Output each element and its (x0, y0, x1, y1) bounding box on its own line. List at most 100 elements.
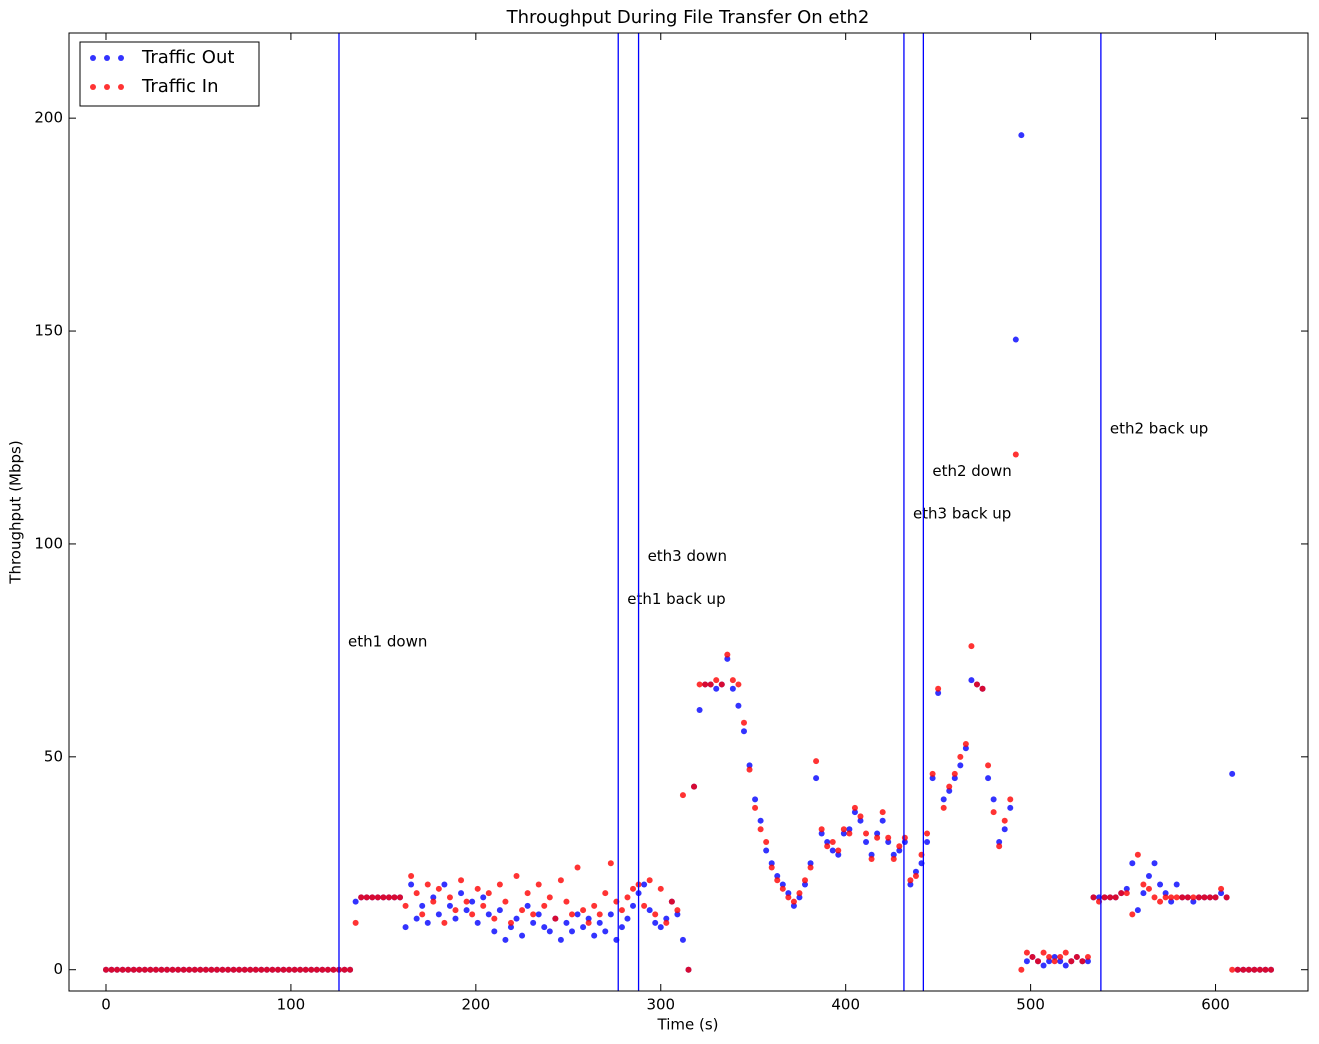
point (180, 966, 187, 973)
point (424, 881, 431, 888)
legend-marker (118, 55, 124, 61)
point (591, 932, 598, 939)
point (552, 915, 559, 922)
point (1190, 894, 1197, 901)
point (840, 826, 847, 833)
point (274, 966, 281, 973)
point (979, 685, 986, 692)
point (779, 881, 786, 888)
point (441, 919, 448, 926)
point (618, 924, 625, 931)
point (202, 966, 209, 973)
point (657, 885, 664, 892)
point (213, 966, 220, 973)
point (1012, 451, 1019, 458)
point (1234, 966, 1241, 973)
point (940, 804, 947, 811)
point (1046, 953, 1053, 960)
point (197, 966, 204, 973)
y-tick-label: 0 (53, 960, 63, 978)
point (108, 966, 115, 973)
point (1201, 894, 1208, 901)
point (319, 966, 326, 973)
y-axis-label: Throughput (Mbps) (7, 440, 25, 584)
point (502, 898, 509, 905)
point (1123, 885, 1130, 892)
point (1173, 894, 1180, 901)
point (125, 966, 132, 973)
legend-marker (90, 84, 96, 90)
point (352, 919, 359, 926)
point (824, 843, 831, 850)
point (818, 826, 825, 833)
point (541, 902, 548, 909)
point (752, 796, 759, 803)
point (519, 932, 526, 939)
point (1145, 885, 1152, 892)
point (258, 966, 265, 973)
x-tick-label: 600 (1201, 996, 1230, 1014)
point (136, 966, 143, 973)
point (419, 902, 426, 909)
point (857, 813, 864, 820)
legend-marker (104, 84, 110, 90)
point (624, 894, 631, 901)
point (1212, 894, 1219, 901)
point (574, 911, 581, 918)
point (929, 770, 936, 777)
point (924, 838, 931, 845)
point (912, 873, 919, 880)
point (1151, 894, 1158, 901)
point (1256, 966, 1263, 973)
legend-marker (90, 55, 96, 61)
y-tick-label: 50 (44, 747, 63, 765)
point (657, 924, 664, 931)
point (1134, 907, 1141, 914)
point (602, 928, 609, 935)
point (713, 677, 720, 684)
point (291, 966, 298, 973)
point (119, 966, 126, 973)
point (1145, 873, 1152, 880)
point (802, 877, 809, 884)
point (1101, 894, 1108, 901)
point (646, 877, 653, 884)
point (1184, 894, 1191, 901)
point (546, 894, 553, 901)
point (796, 894, 803, 901)
point (530, 911, 537, 918)
legend-marker (104, 55, 110, 61)
point (674, 907, 681, 914)
point (757, 826, 764, 833)
point (746, 766, 753, 773)
point (1046, 958, 1053, 965)
point (1251, 966, 1258, 973)
point (1245, 966, 1252, 973)
point (1112, 894, 1119, 901)
point (507, 919, 514, 926)
point (724, 655, 731, 662)
point (247, 966, 254, 973)
point (1262, 966, 1269, 973)
point (297, 966, 304, 973)
point (813, 758, 820, 765)
point (1218, 890, 1225, 897)
point (596, 919, 603, 926)
point (175, 966, 182, 973)
event-label: eth2 back up (1110, 419, 1208, 437)
point (735, 681, 742, 688)
point (230, 966, 237, 973)
point (1051, 953, 1058, 960)
point (768, 860, 775, 867)
x-tick-label: 200 (462, 996, 491, 1014)
point (879, 817, 886, 824)
point (408, 881, 415, 888)
point (912, 868, 919, 875)
point (907, 881, 914, 888)
point (535, 881, 542, 888)
x-tick-label: 300 (646, 996, 675, 1014)
point (1134, 851, 1141, 858)
point (164, 966, 171, 973)
point (1168, 894, 1175, 901)
point (1001, 826, 1008, 833)
